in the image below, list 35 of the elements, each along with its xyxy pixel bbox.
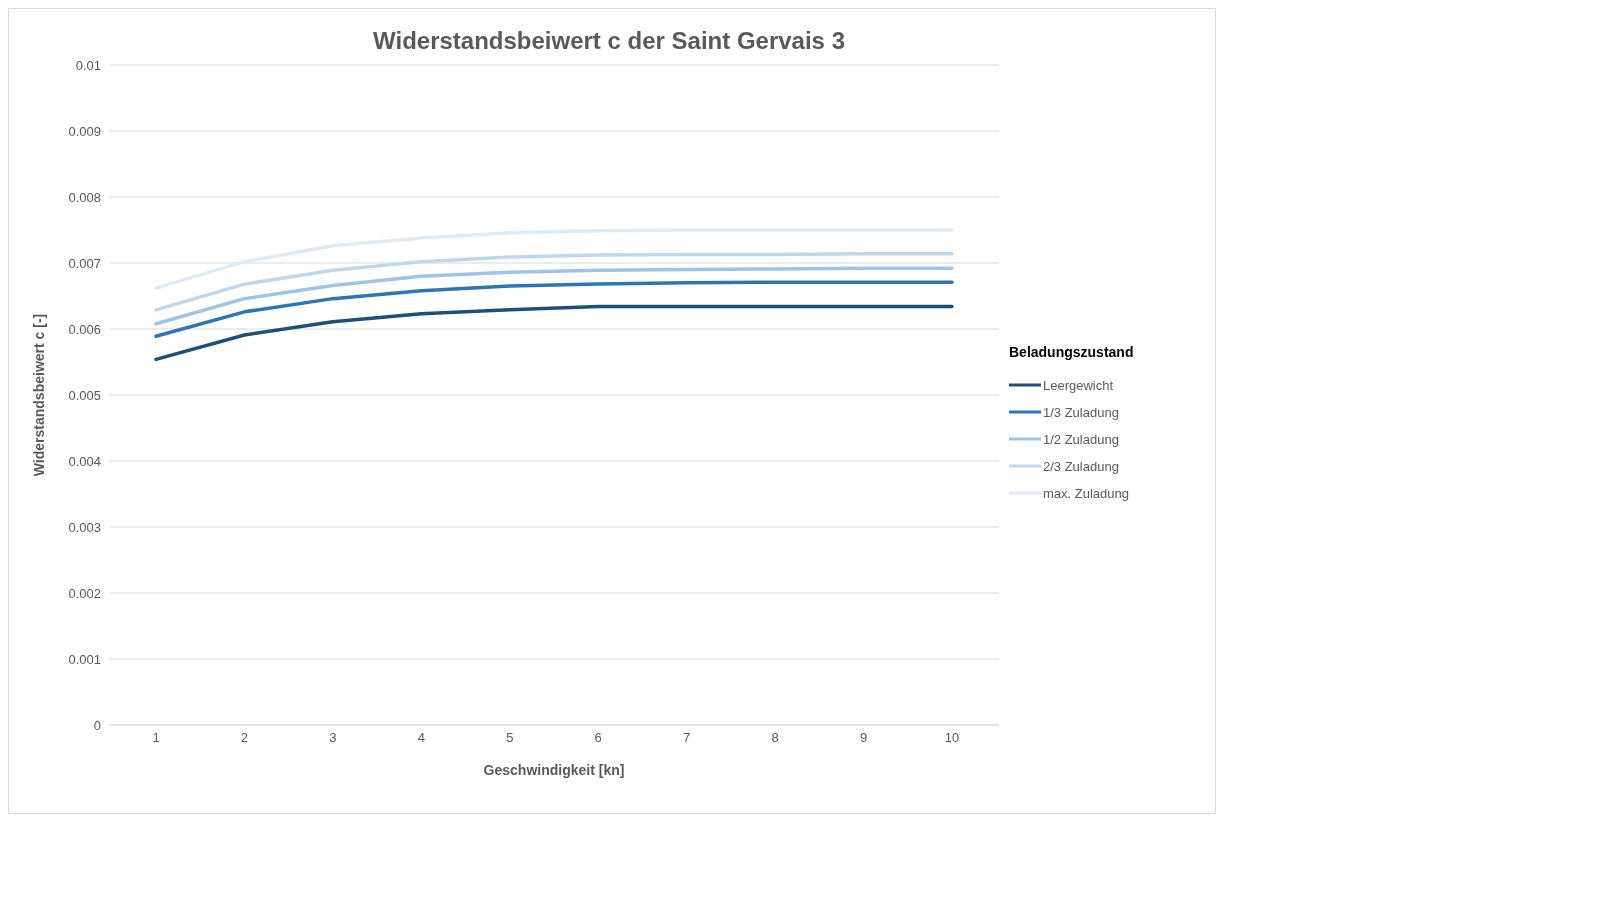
line-series: [154, 252, 954, 312]
x-tick-label: 7: [683, 730, 691, 746]
x-tick-label: 4: [417, 730, 425, 746]
y-axis-title: Widerstandsbeiwert c [-]: [30, 313, 47, 477]
y-tick-label: 0.004: [68, 453, 101, 469]
legend-label: max. Zuladung: [1042, 484, 1130, 503]
legend-label: 1/3 Zuladung: [1042, 403, 1120, 422]
y-tick-label: 0.008: [68, 189, 101, 205]
y-tick-label: 0.01: [75, 57, 101, 73]
x-tick-label: 5: [506, 730, 514, 746]
legend-label: 1/2 Zuladung: [1042, 430, 1120, 449]
y-tick-label: 0.001: [68, 651, 101, 667]
y-tick-label: 0.003: [68, 519, 101, 535]
x-tick-label: 6: [594, 730, 602, 746]
y-tick-label: 0.002: [68, 585, 101, 601]
y-tick-label: 0.009: [68, 123, 101, 139]
legend-label: Leergewicht: [1042, 376, 1115, 395]
legend-title: Beladungszustand: [1009, 343, 1135, 360]
x-axis-title: Geschwindigkeit [kn]: [483, 762, 625, 778]
x-tick-label: 8: [771, 730, 779, 746]
line-series: [154, 228, 954, 290]
y-tick-label: 0: [93, 717, 101, 733]
chart-title: Widerstandsbeiwert c der Saint Gervais 3: [372, 26, 846, 55]
x-tick-label: 10: [944, 730, 960, 746]
x-tick-label: 1: [152, 730, 160, 746]
y-tick-label: 0.007: [68, 255, 101, 271]
line-series: [154, 280, 954, 339]
legend-label: 2/3 Zuladung: [1042, 457, 1120, 476]
line-series: [154, 266, 954, 326]
x-tick-label: 3: [329, 730, 337, 746]
line-series: [154, 304, 954, 362]
x-tick-label: 9: [859, 730, 868, 746]
y-tick-label: 0.005: [68, 387, 101, 403]
x-tick-label: 2: [240, 730, 249, 746]
y-tick-label: 0.006: [68, 321, 101, 337]
